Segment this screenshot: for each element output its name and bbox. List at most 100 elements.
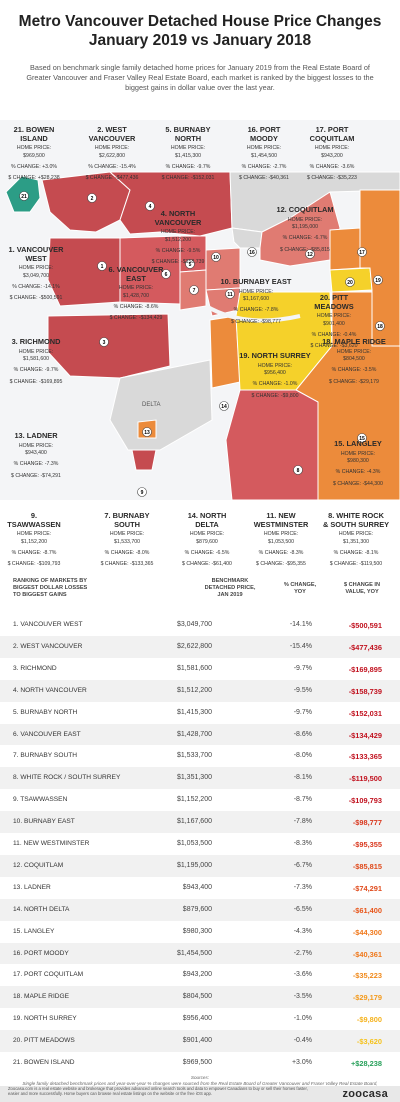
callout-price: HOME PRICE: $969,500 xyxy=(16,145,52,159)
callout-price: HOME PRICE: $1,512,200 xyxy=(160,229,196,243)
row-price: $901,400 xyxy=(182,1037,212,1045)
table-row: 9. TSAWWASSEN $1,152,200 -8.7% -$109,793 xyxy=(0,789,400,812)
row-pct-change: -8.1% xyxy=(293,774,312,782)
callout-name: 1. VANCOUVER WEST xyxy=(8,245,64,263)
row-dollar-change: -$85,815 xyxy=(352,861,382,871)
marker-19-label: 19 xyxy=(375,278,381,284)
row-price: $1,533,700 xyxy=(176,752,212,760)
callout-pct-change: % CHANGE: -3.6% xyxy=(309,164,355,170)
callout-7: 7. BURNABY SOUTH HOME PRICE: $1,533,700 % … xyxy=(92,511,162,569)
callout-pct-change: % CHANGE: -4.3% xyxy=(335,469,381,476)
callout-pct-change: % CHANGE: -8.0% xyxy=(104,550,150,556)
row-pct-change: -14.1% xyxy=(289,621,312,628)
callout-name: 11. NEW WESTMINSTER xyxy=(253,511,309,529)
page-title: Metro Vancouver Detached House Price Cha… xyxy=(0,12,400,50)
callout-pct-change: % CHANGE: -15.4% xyxy=(88,164,136,170)
zoocasa-logo[interactable]: zoocasa xyxy=(342,1088,388,1100)
callout-price: HOME PRICE: $1,581,600 xyxy=(18,348,54,362)
region-delta xyxy=(109,359,213,451)
row-pct-change: -6.5% xyxy=(293,905,312,913)
row-dollar-change: -$40,361 xyxy=(352,949,382,959)
callout-pct-change: % CHANGE: -9.7% xyxy=(13,367,59,374)
row-pct-change: -8.3% xyxy=(293,840,312,847)
row-dollar-change: -$119,500 xyxy=(349,774,382,784)
marker-6: 6 xyxy=(161,269,171,279)
marker-2-label: 2 xyxy=(91,196,94,202)
map: DELTA 21 2 4 16 12 17 1 6 5 10 7 11 20 1… xyxy=(0,120,400,501)
callout-dollar-change: $ CHANGE: -$158,739 xyxy=(151,259,205,266)
table-row: 12. COQUITLAM $1,195,000 -6.7% -$85,815 xyxy=(0,854,400,877)
callout-dollar-change: $ CHANGE: -$44,300 xyxy=(333,480,383,487)
marker-16: 16 xyxy=(247,247,257,257)
row-market: 13. LADNER xyxy=(13,883,51,891)
row-dollar-change: -$500,591 xyxy=(348,621,382,630)
row-market: 21. BOWEN ISLAND xyxy=(13,1059,75,1066)
callout-price: HOME PRICE: $804,500 xyxy=(336,348,372,362)
callout-13: 13. LADNER HOME PRICE: $943,400 % CHANGE: … xyxy=(8,431,64,480)
marker-7: 7 xyxy=(189,285,199,295)
callout-pct-change: % CHANGE: -0.4% xyxy=(311,332,357,338)
row-market: 1. VANCOUVER WEST xyxy=(13,621,83,628)
callout-price: HOME PRICE: $1,351,300 xyxy=(338,531,374,545)
callout-name: 8. WHITE ROCK & SOUTH SURREY xyxy=(322,511,390,529)
row-dollar-change: -$35,223 xyxy=(352,971,382,981)
callout-pct-change: % CHANGE: -6.7% xyxy=(282,235,328,242)
callout-price: HOME PRICE: $3,049,700 xyxy=(18,265,54,279)
callout-price: HOME PRICE: $943,200 xyxy=(314,145,350,159)
callout-dollar-change: $ CHANGE: -$85,815 xyxy=(280,246,330,253)
marker-3-label: 3 xyxy=(103,340,106,346)
marker-20-label: 20 xyxy=(347,280,353,286)
row-pct-change: -3.6% xyxy=(293,971,312,979)
row-market: 17. PORT COQUITLAM xyxy=(13,971,84,979)
row-pct-change: -6.7% xyxy=(293,861,312,869)
row-market: 9. TSAWWASSEN xyxy=(13,796,68,804)
row-market: 2. WEST VANCOUVER xyxy=(13,642,83,650)
marker-12: 12 xyxy=(305,249,315,259)
callout-pct-change: % CHANGE: -9.7% xyxy=(165,164,211,170)
callout-name: 14. NORTH DELTA xyxy=(187,511,227,529)
row-market: 12. COQUITLAM xyxy=(13,861,64,869)
callout-dollar-change: $ CHANGE: -$500,591 xyxy=(9,295,63,302)
callout-pct-change: % CHANGE: -9.5% xyxy=(155,248,201,254)
row-dollar-change: -$9,800 xyxy=(356,1015,382,1025)
marker-2: 2 xyxy=(87,193,97,203)
marker-21-label: 21 xyxy=(21,194,27,200)
marker-1: 1 xyxy=(97,261,107,271)
marker-14: 14 xyxy=(219,401,229,411)
table-row: 3. RICHMOND $1,581,600 -9.7% -$169,895 xyxy=(0,657,400,680)
row-dollar-change: -$29,179 xyxy=(352,993,382,1003)
marker-5: 5 xyxy=(185,259,195,269)
callout-15: 15. LANGLEY HOME PRICE: $980,300 % CHANGE:… xyxy=(318,439,398,488)
callout-21: 21. BOWEN ISLAND HOME PRICE: $969,500 % CH… xyxy=(4,125,64,183)
marker-9: 9 xyxy=(137,487,147,497)
row-pct-change: -2.7% xyxy=(293,949,312,957)
marker-9-label: 9 xyxy=(141,490,144,496)
callout-pct-change: % CHANGE: -8.3% xyxy=(258,550,304,556)
callout-dollar-change: $ CHANGE: -$169,895 xyxy=(9,378,63,385)
callout-name: 19. NORTH SURREY xyxy=(239,351,311,360)
row-dollar-change: -$152,031 xyxy=(348,708,382,718)
row-dollar-change: -$44,300 xyxy=(352,927,382,937)
table-row: 18. MAPLE RIDGE $804,500 -3.5% -$29,179 xyxy=(0,986,400,1009)
table-row: 10. BURNABY EAST $1,167,600 -7.8% -$98,777 xyxy=(0,811,400,834)
row-market: 15. LANGLEY xyxy=(13,927,55,935)
region-port-moody-outline xyxy=(231,227,263,249)
region-richmond xyxy=(47,313,171,379)
marker-1-label: 1 xyxy=(101,264,104,270)
callout-pct-change: % CHANGE: -8.6% xyxy=(113,304,159,310)
intro-text: Based on benchmark single family detache… xyxy=(26,63,374,93)
row-price: $1,152,200 xyxy=(176,796,212,804)
callout-pct-change: % CHANGE: -8.7% xyxy=(11,550,57,556)
marker-6-label: 6 xyxy=(165,272,168,278)
callout-5: 5. BURNABY NORTH HOME PRICE: $1,415,300 % … xyxy=(158,125,218,183)
marker-5-label: 5 xyxy=(189,262,192,268)
marker-10-label: 10 xyxy=(213,255,219,261)
callout-name: 12. COQUITLAM xyxy=(276,205,334,214)
row-pct-change: -8.6% xyxy=(293,730,312,738)
row-dollar-change: -$95,355 xyxy=(352,840,382,849)
row-dollar-change: -$134,429 xyxy=(348,730,382,740)
row-price: $879,600 xyxy=(182,905,212,913)
callout-name: 16. PORT MOODY xyxy=(247,125,281,143)
callout-pct-change: % CHANGE: -7.8% xyxy=(233,307,279,314)
row-price: $804,500 xyxy=(182,993,212,1001)
